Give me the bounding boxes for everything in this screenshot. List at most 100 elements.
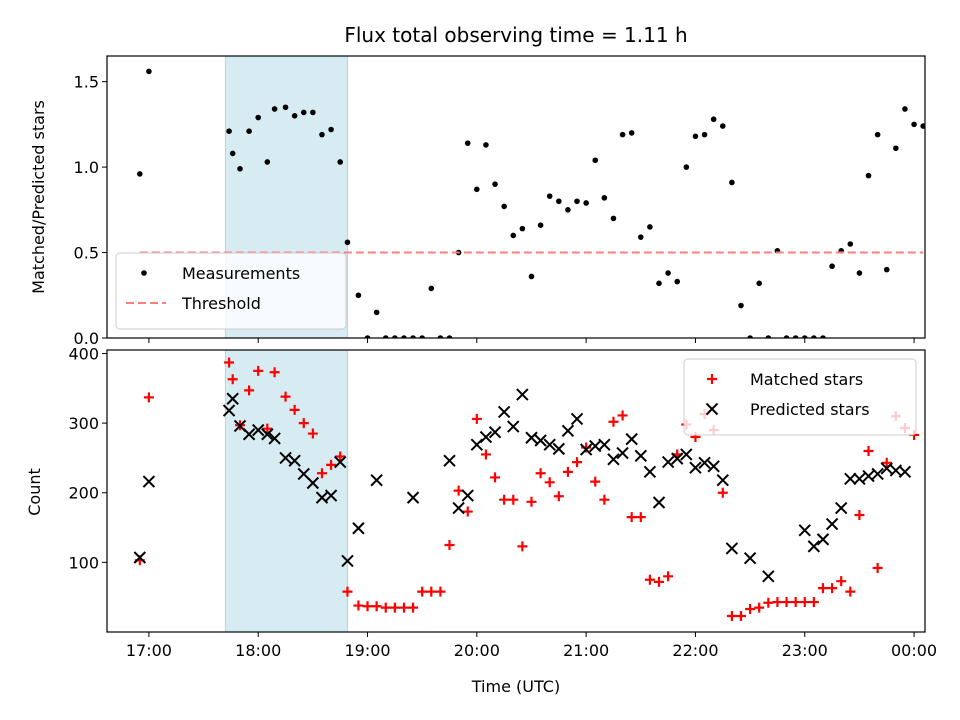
measurements-point	[883, 266, 890, 273]
measurements-point	[282, 104, 289, 111]
predicted-stars-point	[452, 501, 465, 515]
predicted-stars-point	[607, 453, 620, 466]
matched-stars-point	[253, 365, 264, 376]
measurements-point	[328, 126, 334, 133]
matched-stars-point	[872, 562, 883, 573]
x-tick-label: 23:00	[782, 641, 828, 660]
measurements-point	[820, 335, 826, 338]
matched-stars-point	[462, 506, 473, 517]
matched-stars-point	[772, 597, 783, 608]
y-tick-label: 1.5	[74, 73, 99, 92]
y-tick-label: 1.0	[74, 158, 99, 177]
matched-stars-point	[836, 576, 847, 587]
matched-stars-point	[480, 449, 491, 460]
predicted-stars-point	[871, 467, 884, 481]
matched-stars-point	[417, 586, 428, 597]
measurements-point	[610, 215, 617, 222]
predicted-stars-point	[598, 438, 611, 451]
predicted-stars-point	[725, 542, 739, 555]
x-axis-label: Time (UTC)	[471, 677, 560, 696]
measurements-point	[801, 335, 808, 338]
measurements-point	[583, 200, 589, 206]
measurements-point	[510, 232, 517, 239]
predicted-stars-point	[479, 430, 493, 444]
measurements-point	[501, 203, 507, 210]
x-tick-label: 00:00	[891, 641, 937, 660]
matched-stars-point	[854, 510, 865, 521]
measurements-point	[319, 131, 325, 138]
measurements-point	[920, 123, 925, 129]
matched-stars-point	[590, 476, 601, 487]
predicted-stars-point	[370, 473, 383, 487]
axes-frame	[106, 349, 926, 633]
matched-stars-point	[863, 445, 874, 456]
matched-stars-point	[262, 423, 273, 434]
matched-stars-point	[745, 604, 756, 615]
x-tick-label: 22:00	[672, 641, 718, 660]
axes-frame	[106, 55, 926, 339]
matched-stars-point	[335, 451, 346, 462]
matched-stars-point	[790, 597, 801, 608]
predicted-stars-point	[352, 522, 365, 535]
matched-stars-point	[599, 494, 610, 505]
measurements-point	[464, 140, 471, 146]
top-y-axis-label: Matched/Predicted stars	[29, 100, 48, 294]
data-layer	[136, 68, 925, 338]
predicted-stars-point	[834, 501, 848, 515]
measurements-point	[719, 123, 726, 129]
measurements-point	[229, 150, 236, 157]
predicted-stars-point	[743, 551, 757, 565]
measurements-point	[701, 131, 708, 138]
matched-stars-point	[362, 601, 373, 612]
matched-stars-point	[353, 600, 364, 611]
measurements-point	[264, 159, 271, 165]
measurements-point	[537, 222, 544, 228]
predicted-stars-point	[807, 540, 821, 553]
predicted-stars-point	[680, 448, 693, 461]
predicted-stars-point	[616, 446, 629, 460]
predicted-stars-point	[507, 420, 520, 433]
measurements-point	[437, 335, 444, 338]
legend: Matched stars Predicted stars	[683, 358, 917, 436]
measurements-point	[756, 280, 763, 287]
matched-stars-point	[763, 597, 774, 608]
predicted-stars-point	[142, 475, 156, 488]
matched-stars-point	[562, 466, 573, 477]
measurements-point	[410, 335, 416, 338]
matched-stars-point	[717, 487, 728, 498]
matched-stars-legend-marker	[707, 374, 717, 384]
measurements-point	[255, 114, 262, 121]
predicted-stars-point	[288, 454, 301, 467]
measurements-point	[364, 335, 371, 338]
measurements-point	[592, 157, 599, 164]
x-tick-label: 17:00	[126, 641, 172, 660]
matched-stars-point	[735, 610, 746, 621]
matched-stars-point	[326, 459, 337, 470]
matched-stars-point	[808, 597, 819, 608]
measurements-point	[601, 195, 608, 201]
matched-stars-point	[608, 416, 619, 427]
matched-stars-point	[508, 494, 519, 505]
measurements-legend-label: Measurements	[182, 264, 300, 283]
matched-stars-point	[635, 512, 646, 523]
predicted-stars-point	[525, 431, 538, 444]
predicted-stars-point	[242, 428, 256, 441]
measurements-point	[446, 335, 453, 338]
predicted-stars-point	[825, 517, 839, 531]
measurements-point	[474, 186, 480, 193]
measurements-point	[637, 234, 644, 240]
matched-stars-point	[827, 583, 838, 594]
matched-stars-point	[535, 468, 546, 479]
measurements-point	[344, 239, 351, 246]
matched-stars-point	[881, 457, 892, 468]
predicted-stars-point	[661, 455, 675, 469]
x-tick-label: 20:00	[454, 641, 500, 660]
measurements-point	[291, 113, 298, 119]
legend-box	[683, 358, 917, 436]
measurements-point	[619, 131, 626, 138]
matched-stars-point	[553, 491, 564, 502]
measurements-point	[665, 270, 671, 276]
chart-title: Flux total observing time = 1.11 h	[344, 23, 687, 47]
predicted-stars-point	[643, 465, 657, 479]
measurements-point	[337, 159, 343, 165]
